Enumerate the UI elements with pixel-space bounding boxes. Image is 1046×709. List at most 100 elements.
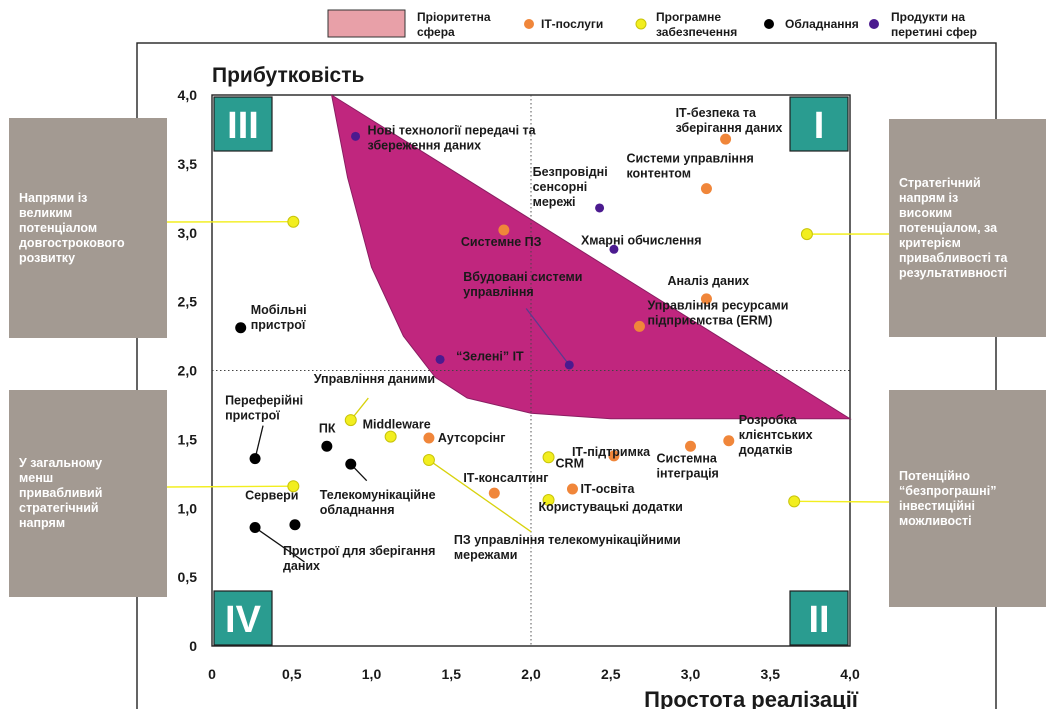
x-tick-label: 2,0	[521, 666, 541, 682]
point-software	[542, 493, 555, 506]
quadrant-top-right: I	[789, 96, 849, 152]
point-label: Управління ресурсами підприємства (ERM)	[647, 298, 788, 327]
point-label: Вбудовані системи управління	[463, 270, 582, 299]
point-software	[422, 454, 435, 467]
side-box-top-left: Напрями із великим потенціалом довгостро…	[9, 118, 167, 338]
x-tick-label: 2,5	[601, 666, 621, 682]
point-label: Аналіз даних	[667, 274, 749, 288]
legend-software-label: Програмне забезпечення	[656, 10, 737, 39]
point-label: Пристрої для зберігання даних	[283, 544, 436, 573]
point-cross_products	[595, 203, 605, 213]
quadrant-box	[213, 96, 273, 152]
point-it_services	[700, 293, 712, 305]
point-software	[344, 414, 357, 427]
label-connector	[428, 459, 532, 533]
quadrant-box	[789, 96, 849, 152]
y-tick-label: 1,5	[178, 431, 198, 447]
side-box-connector	[166, 485, 294, 488]
point-label: Переферійні пристрої	[225, 394, 303, 423]
legend-swatch-priority	[327, 9, 406, 38]
point-label: ІТ-безпека та зберігання даних	[676, 106, 783, 135]
point-it_services	[720, 133, 732, 145]
point-label: ІТ-освіта	[580, 482, 635, 496]
point-label: Системне ПЗ	[461, 235, 542, 249]
point-label: “Зелені” ІТ	[456, 349, 524, 363]
side-box-bottom-right-text: Потенційно “безпрограшні” інвестиційні м…	[899, 468, 997, 528]
legend-label-priority: Пріоритетна сфера	[417, 10, 491, 39]
point-label: Безпровідні сенсорні мережі	[533, 165, 608, 209]
x-tick-label: 0	[208, 666, 216, 682]
legend: Пріоритетна сфера ІТ-послуги Програмне забез…	[327, 9, 977, 39]
point-it_services	[498, 224, 510, 236]
point-cross_products	[435, 354, 445, 364]
legend-it-services-marker	[524, 19, 534, 29]
y-tick-label: 1,0	[178, 500, 198, 516]
point-label: Системи управління контентом	[626, 152, 753, 181]
data-points	[235, 131, 813, 534]
side-box-connector	[794, 500, 890, 503]
quadrant-bottom-left: IV	[213, 590, 273, 646]
point-it_services	[633, 320, 645, 332]
x-tick-label: 0,5	[282, 666, 302, 682]
x-tick-label: 3,5	[761, 666, 781, 682]
side-box-top-right-text: Стратегічний напрям із високим потенціал…	[899, 175, 1008, 280]
legend-cross-products-marker	[869, 19, 879, 29]
point-it_services	[423, 432, 435, 444]
y-tick-label: 3,5	[178, 156, 198, 172]
y-axis-label: Прибутковість	[212, 64, 365, 87]
y-tick-label: 0	[189, 638, 197, 654]
side-box-top-right: Стратегічний напрям із високим потенціал…	[889, 119, 1046, 337]
legend-it-services-label: ІТ-послуги	[541, 17, 603, 31]
point-it_services	[723, 435, 735, 447]
point-software	[788, 495, 801, 508]
point-software	[800, 228, 813, 241]
point-software	[542, 451, 555, 464]
quadrant-bottom-right: II	[789, 590, 849, 646]
y-tick-label: 3,0	[178, 225, 198, 241]
axis-ticks: 0 0,5 1,0 1,5 2,0 2,5 3,0 3,5 4,0 0 0,5 1,0 1,5 2,0 2,…	[178, 87, 860, 682]
legend-hardware-label: Обладнання	[785, 17, 859, 31]
quadrant-label: IV	[225, 599, 262, 641]
y-tick-label: 2,0	[178, 363, 198, 379]
quadrant-box	[789, 590, 849, 646]
point-cross_products	[351, 131, 361, 141]
point-it_services	[488, 487, 500, 499]
y-tick-label: 2,5	[178, 294, 198, 310]
x-tick-label: 4,0	[840, 666, 860, 682]
point-it_services	[700, 183, 712, 195]
point-label: Системна інтеграція	[657, 451, 719, 480]
point-hardware	[249, 522, 261, 534]
point-label: Нові технології передачі та збереження да…	[368, 123, 537, 152]
point-label: Хмарні обчислення	[581, 233, 702, 247]
point-software	[384, 430, 397, 443]
quadrant-label: III	[227, 105, 259, 147]
label-connector	[254, 425, 264, 459]
point-cross_products	[609, 244, 619, 254]
plot-outer-frame	[136, 42, 997, 709]
side-box-bottom-left: У загальному менш привабливий стратегічн…	[9, 390, 167, 597]
point-label: Мобільні пристрої	[251, 303, 307, 332]
quadrant-box	[213, 590, 273, 646]
y-tick-label: 0,5	[178, 569, 198, 585]
point-hardware	[235, 322, 247, 334]
point-it_services	[685, 440, 696, 452]
x-tick-label: 1,5	[442, 666, 462, 682]
label-connector	[525, 308, 570, 366]
point-it_services	[608, 450, 620, 462]
point-label: ІТ-консалтинг	[463, 471, 548, 485]
point-label: Розробка клієнтських додатків	[739, 413, 813, 457]
point-label: Middleware	[363, 418, 431, 432]
point-label: ПК	[319, 421, 336, 435]
point-cross_products	[564, 360, 574, 370]
side-box-bottom-left-text: У загальному менш привабливий стратегічн…	[19, 456, 103, 530]
legend-cross-products-label: Продукти на перетині сфер	[891, 10, 977, 39]
point-label: ІТ-підтримка	[572, 445, 651, 459]
priority-region	[330, 93, 852, 420]
quadrant-label: II	[808, 599, 829, 641]
point-hardware	[321, 440, 333, 452]
point-software	[287, 215, 300, 228]
point-label: Сервери	[245, 489, 298, 503]
x-tick-label: 1,0	[362, 666, 382, 682]
